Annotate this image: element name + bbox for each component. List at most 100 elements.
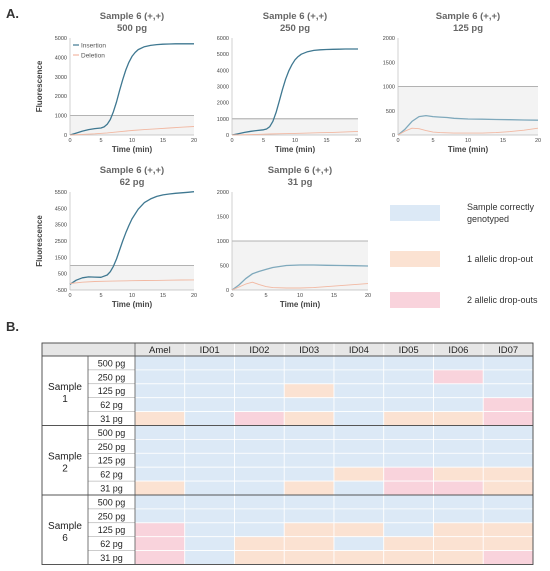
table-cell xyxy=(134,411,186,426)
y-tick-label: 5000 xyxy=(217,52,229,58)
table-cell xyxy=(184,522,235,538)
x-tick-label: 5 xyxy=(99,138,102,144)
table-cell xyxy=(184,397,235,413)
x-tick-label: 20 xyxy=(191,293,197,299)
table-cell xyxy=(333,522,385,538)
table-cell xyxy=(234,452,285,468)
table-cell xyxy=(184,508,235,524)
threshold-band xyxy=(232,118,358,135)
table-cell xyxy=(383,411,434,426)
x-tick-label: 0 xyxy=(230,138,233,144)
y-tick-label: 1000 xyxy=(383,85,395,91)
table-cell xyxy=(333,550,385,565)
table-cell xyxy=(433,383,484,399)
table-cell xyxy=(383,508,434,524)
table-cell xyxy=(333,508,385,524)
table-cell xyxy=(482,494,534,510)
x-axis-label: Time (min) xyxy=(280,300,321,309)
row-label: 250 pg xyxy=(98,442,126,452)
y-tick-label: 1500 xyxy=(217,215,229,221)
table-row: 62 pg xyxy=(88,536,534,552)
x-tick-label: 20 xyxy=(191,138,197,144)
threshold-band xyxy=(70,115,194,135)
table-cell xyxy=(482,383,534,399)
chart-title: Sample 6 (+,+) xyxy=(100,11,164,22)
x-tick-label: 20 xyxy=(355,138,361,144)
table-cell xyxy=(234,508,285,524)
table-cell xyxy=(283,411,335,426)
y-tick-label: 5000 xyxy=(55,36,67,42)
table-row: 250 pg xyxy=(88,508,534,524)
table-cell xyxy=(482,369,534,385)
table-cell xyxy=(482,508,534,524)
y-tick-label: 2000 xyxy=(217,190,229,196)
y-tick-label: 2500 xyxy=(55,239,67,245)
table-row: 500 pg xyxy=(88,425,534,440)
y-tick-label: 0 xyxy=(392,133,395,139)
table-cell xyxy=(433,508,484,524)
series-line-1 xyxy=(231,48,358,136)
table-cell xyxy=(234,536,285,552)
y-tick-label: 5500 xyxy=(55,190,67,196)
panel-label-b: B. xyxy=(6,319,19,334)
series-line-2 xyxy=(69,126,195,136)
table-cell xyxy=(134,508,186,524)
column-header: ID06 xyxy=(448,345,468,356)
series-line-1 xyxy=(397,114,539,136)
table-cell xyxy=(333,355,385,371)
group-cell xyxy=(42,425,88,495)
table-cell xyxy=(482,480,534,496)
y-tick-label: 1500 xyxy=(383,60,395,66)
table-cell xyxy=(383,536,434,552)
table-cell xyxy=(383,466,434,482)
chart-1: Sample 6 (+,+)500 pg 0 1000 2000 3000 4000 500… xyxy=(35,11,197,154)
table-cell xyxy=(433,494,484,510)
table-cell xyxy=(333,536,385,552)
table-cell xyxy=(134,425,186,440)
table-row: 125 pg xyxy=(88,522,534,538)
table-header-bg xyxy=(42,343,533,356)
table-cell xyxy=(134,355,186,371)
y-axis-label: Fluorescence xyxy=(35,60,44,112)
table-cell xyxy=(184,411,235,426)
y-tick-label: 500 xyxy=(58,272,67,278)
y-tick-label: 2000 xyxy=(217,101,229,107)
table-cell xyxy=(383,480,434,496)
table-cell xyxy=(184,355,235,371)
x-tick-label: 15 xyxy=(160,293,166,299)
table-cell xyxy=(333,466,385,482)
y-tick-label: 4500 xyxy=(55,206,67,212)
table-cell xyxy=(383,383,434,399)
table-row: 31 pg xyxy=(88,550,534,565)
table-cell xyxy=(184,438,235,454)
x-tick-label: 5 xyxy=(431,138,434,144)
x-tick-label: 15 xyxy=(160,138,166,144)
table-cell xyxy=(333,438,385,454)
series-line-2 xyxy=(231,130,359,136)
row-label: 31 pg xyxy=(100,414,123,424)
chart-title: Sample 6 (+,+) xyxy=(100,165,164,176)
x-tick-label: 5 xyxy=(262,138,265,144)
table-cell xyxy=(433,411,484,426)
table-row: 125 pg xyxy=(88,383,534,399)
table-cell xyxy=(184,425,235,440)
table-cell xyxy=(184,452,235,468)
table-cell xyxy=(184,480,235,496)
table-cell xyxy=(433,452,484,468)
chart-title: Sample 6 (+,+) xyxy=(263,11,327,22)
table-cell xyxy=(482,466,534,482)
table-cell xyxy=(234,550,285,565)
table-cell xyxy=(482,411,534,426)
row-label: 500 pg xyxy=(98,358,126,368)
column-header: ID02 xyxy=(249,345,269,356)
y-tick-label: 1000 xyxy=(217,239,229,245)
group-cell xyxy=(42,356,88,426)
table-cell xyxy=(134,438,186,454)
chart-3: Sample 6 (+,+)125 pg 0 500 1000 1500 2000 0 5 10… xyxy=(383,11,541,154)
group-label: Sample xyxy=(48,521,82,532)
table-row: 125 pg xyxy=(88,452,534,468)
table-cell xyxy=(184,536,235,552)
table-cell xyxy=(184,466,235,482)
table-cell xyxy=(134,466,186,482)
